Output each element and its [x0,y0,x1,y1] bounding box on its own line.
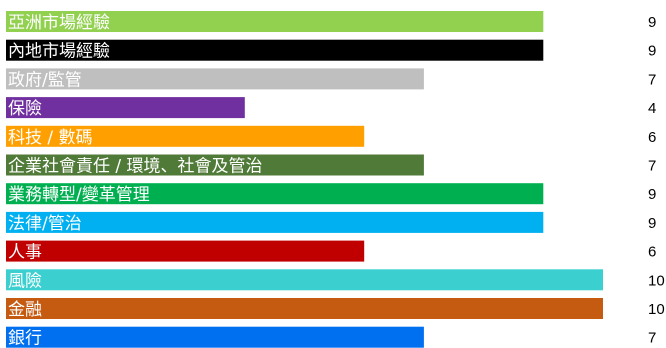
bar-8 [6,240,365,262]
category-label-8: 人事 [8,243,42,263]
category-label-5: 企業社會責任 / 環境、社會及管治 [8,157,263,177]
value-label-9: 10 [648,272,665,289]
category-label-3: 保險 [8,99,42,119]
value-label-2: 7 [648,71,656,88]
category-label-10: 金融 [8,300,42,320]
bar-6 [6,183,544,205]
value-label-10: 10 [648,301,665,318]
category-label-2: 政府/監管 [8,70,82,90]
bar-0 [6,11,544,32]
value-label-4: 6 [648,129,656,146]
category-label-6: 業務轉型/變革管理 [8,185,150,205]
value-label-1: 9 [648,43,656,60]
bar-3 [6,97,245,119]
bar-7 [6,211,544,233]
value-label-7: 9 [648,215,656,232]
bar-11 [6,326,424,348]
bar-2 [6,68,424,90]
bar-4 [6,125,365,147]
bar-10 [6,298,603,319]
value-label-5: 7 [648,158,656,175]
category-label-11: 銀行 [8,329,42,348]
value-label-8: 6 [648,244,656,261]
category-label-7: 法律/管治 [8,214,82,234]
value-label-6: 9 [648,186,656,203]
bar-1 [6,39,544,61]
category-label-0: 亞洲市場經驗 [8,13,110,33]
category-label-1: 內地市場經驗 [8,42,110,62]
value-label-11: 7 [648,330,656,347]
category-label-9: 風險 [8,271,42,291]
category-label-4: 科技 / 數碼 [8,128,93,148]
value-label-3: 4 [648,100,656,117]
value-label-0: 9 [648,14,656,31]
bar-9 [6,269,603,291]
bar-5 [6,154,424,176]
